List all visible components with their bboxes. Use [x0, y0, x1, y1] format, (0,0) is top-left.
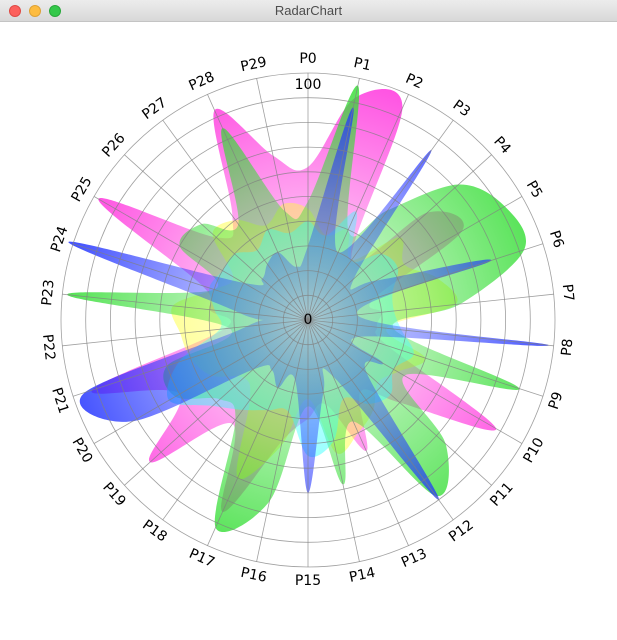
spoke-P20	[93, 319, 309, 444]
axis-label-P0: P0	[299, 51, 316, 67]
axis-label-P15: P15	[295, 573, 321, 589]
zoom-window-button[interactable]	[49, 5, 61, 17]
axis-label-P14: P14	[348, 565, 377, 586]
axis-label-P10: P10	[521, 435, 548, 466]
spoke-P9	[307, 319, 544, 397]
spoke-P2	[307, 94, 409, 321]
spoke-P3	[307, 119, 454, 321]
axis-label-P5: P5	[523, 178, 546, 201]
axis-label-P28: P28	[187, 69, 218, 94]
axis-label-P17: P17	[187, 546, 218, 571]
spoke-P6	[307, 243, 544, 321]
spoke-P28	[207, 94, 309, 321]
spoke-P19	[124, 319, 309, 486]
radial-tick-min: 0	[304, 312, 313, 328]
axis-label-P4: P4	[490, 134, 514, 158]
radial-tick-max: 100	[295, 77, 322, 93]
axis-label-P1: P1	[352, 55, 372, 74]
axis-label-P22: P22	[39, 333, 58, 361]
spoke-P11	[307, 319, 492, 486]
spoke-P22	[62, 319, 309, 347]
spoke-P10	[307, 319, 523, 444]
spoke-P13	[307, 319, 409, 546]
axis-label-P29: P29	[239, 54, 268, 75]
minimize-window-button[interactable]	[29, 5, 41, 17]
spoke-P16	[256, 319, 309, 562]
spoke-P1	[307, 78, 360, 321]
axis-label-P8: P8	[559, 338, 577, 357]
axis-label-P6: P6	[546, 229, 567, 251]
axis-label-P3: P3	[450, 97, 473, 120]
spoke-P29	[256, 78, 309, 321]
axis-label-P25: P25	[69, 174, 96, 205]
spoke-P21	[72, 319, 309, 397]
title-bar: RadarChart	[0, 0, 617, 22]
axis-label-P13: P13	[399, 546, 430, 571]
spoke-P18	[162, 319, 309, 521]
axis-label-P9: P9	[546, 390, 567, 411]
window-title: RadarChart	[274, 3, 343, 18]
spoke-P24	[72, 243, 309, 321]
spoke-P23	[62, 293, 309, 321]
spoke-P25	[93, 196, 309, 321]
axis-labels-layer: P0 P1P2P3P4P5P6P7P8P9P10P11P12P13P14P15P1…	[39, 51, 576, 589]
axis-label-P26: P26	[99, 130, 129, 160]
axis-label-P19: P19	[99, 479, 128, 509]
spoke-P8	[307, 319, 554, 347]
axis-label-P2: P2	[403, 71, 425, 93]
axis-label-P21: P21	[48, 386, 71, 416]
axis-label-P23: P23	[39, 279, 58, 307]
spoke-P27	[162, 119, 309, 321]
spoke-P4	[307, 154, 492, 321]
spoke-P12	[307, 319, 454, 521]
spoke-P7	[307, 293, 554, 321]
spoke-P14	[307, 319, 360, 562]
spoke-P26	[124, 154, 309, 321]
spoke-P5	[307, 196, 523, 321]
series-4-area	[68, 107, 549, 500]
close-window-button[interactable]	[9, 5, 21, 17]
radar-chart: P0 P1P2P3P4P5P6P7P8P9P10P11P12P13P14P15P1…	[39, 51, 576, 589]
axis-label-P16: P16	[239, 565, 268, 586]
axis-label-P24: P24	[48, 224, 71, 254]
axis-label-P7: P7	[559, 283, 577, 302]
spoke-P17	[207, 319, 309, 546]
grid-layer	[60, 72, 556, 568]
axis-label-P11: P11	[487, 479, 516, 509]
axis-label-P20: P20	[69, 435, 96, 466]
